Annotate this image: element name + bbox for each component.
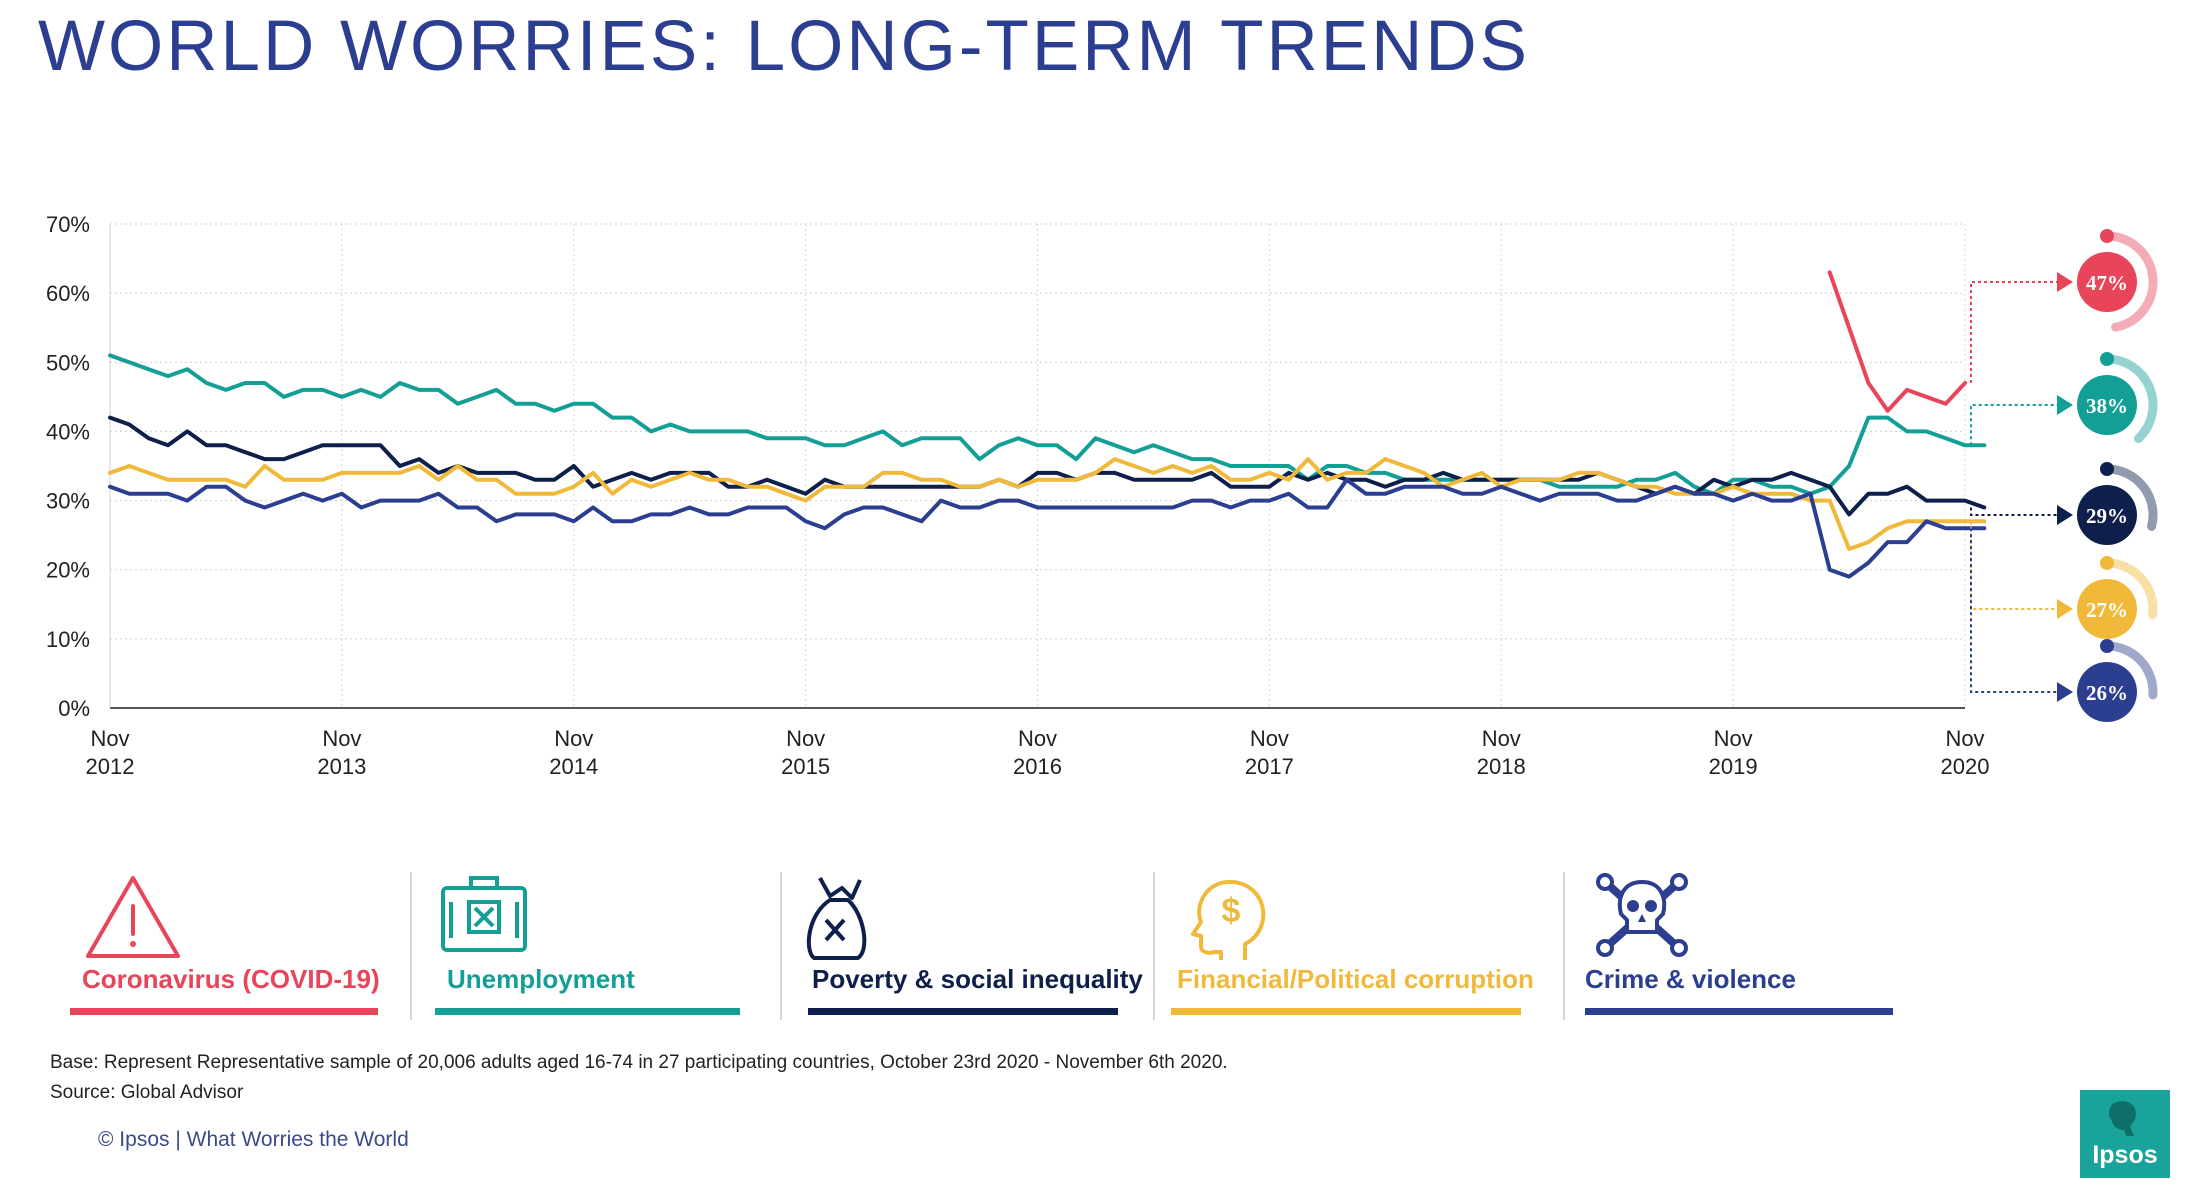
legend-label-crime: Crime & violence <box>1585 964 1796 994</box>
gauge-arc <box>2102 231 2158 332</box>
footnote-base: Base: Represent Representative sample of… <box>50 1052 1228 1073</box>
gauge-arc <box>2102 354 2158 443</box>
value-badge-label: 47% <box>2086 271 2128 295</box>
legend-item-covid: Coronavirus (COVID-19) <box>70 868 400 1028</box>
series-line <box>108 353 1987 496</box>
x-tick-label: 2015 <box>781 754 830 779</box>
legend-divider <box>1153 872 1155 1020</box>
legend-label-covid: Coronavirus (COVID-19) <box>82 964 380 994</box>
gauge-dot <box>2100 639 2114 653</box>
legend-divider <box>1563 872 1565 1020</box>
svg-text:$: $ <box>1222 892 1241 930</box>
legend-bar-crime <box>1585 1008 1893 1015</box>
series-line <box>108 477 1987 579</box>
x-tick-label: 2017 <box>1245 754 1294 779</box>
legend-bar-corruption <box>1171 1008 1521 1015</box>
legend-bar-covid <box>70 1008 378 1015</box>
x-tick-label: Nov <box>1714 726 1753 751</box>
y-tick-label: 70% <box>46 212 90 237</box>
x-tick-label: Nov <box>1018 726 1057 751</box>
connector-arrow <box>2057 682 2073 702</box>
legend-item-crime: Crime & violence <box>1585 868 1915 1028</box>
legend-divider <box>410 872 412 1020</box>
gauge-arc <box>2102 641 2158 700</box>
connector-line <box>1970 404 2059 446</box>
y-tick-label: 10% <box>46 627 90 652</box>
connector-line <box>1970 507 2059 516</box>
gauge-dot <box>2100 229 2114 243</box>
value-badge-label: 29% <box>2086 504 2128 528</box>
x-tick-label: 2016 <box>1013 754 1062 779</box>
connector-arrow <box>2057 395 2073 415</box>
money-bag-icon <box>806 877 867 960</box>
footnote-source: Source: Global Advisor <box>50 1082 244 1103</box>
copyright-text: © Ipsos | What Worries the World <box>98 1128 409 1151</box>
connector-line <box>1970 521 2059 610</box>
legend-divider <box>780 872 782 1020</box>
legend-bar-poverty <box>808 1008 1118 1015</box>
value-badge-label: 27% <box>2086 598 2128 622</box>
value-badge-label: 26% <box>2086 681 2128 705</box>
logo-silhouette-icon <box>2109 1101 2136 1136</box>
x-tick-label: Nov <box>322 726 361 751</box>
series-line <box>1827 270 1967 413</box>
x-tick-label: Nov <box>1250 726 1289 751</box>
legend-label-poverty: Poverty & social inequality <box>812 964 1143 994</box>
value-badge-label: 38% <box>2086 394 2128 418</box>
x-tick-label: 2018 <box>1477 754 1526 779</box>
y-tick-label: 60% <box>46 281 90 306</box>
x-tick-label: 2013 <box>317 754 366 779</box>
legend-label-unemployment: Unemployment <box>447 964 635 994</box>
y-tick-label: 0% <box>58 696 90 721</box>
connector-arrow <box>2057 599 2073 619</box>
x-tick-label: 2012 <box>86 754 135 779</box>
warning-icon <box>86 876 180 958</box>
legend-item-corruption: $ Financial/Political corruption <box>1171 868 1545 1028</box>
x-tick-label: Nov <box>786 726 825 751</box>
value-badge <box>2077 579 2137 639</box>
value-badge <box>2077 252 2137 312</box>
x-tick-label: Nov <box>90 726 129 751</box>
x-tick-label: 2019 <box>1709 754 1758 779</box>
x-tick-label: Nov <box>1945 726 1984 751</box>
value-badge <box>2077 662 2137 722</box>
x-tick-label: 2020 <box>1941 754 1990 779</box>
x-tick-label: Nov <box>554 726 593 751</box>
x-tick-label: Nov <box>1482 726 1521 751</box>
y-tick-label: 30% <box>46 489 90 514</box>
gauge-arc <box>2102 558 2158 620</box>
x-tick-label: 2014 <box>549 754 598 779</box>
legend-label-corruption: Financial/Political corruption <box>1177 964 1534 994</box>
gauge-arc <box>2102 464 2158 531</box>
connector-arrow <box>2057 505 2073 525</box>
gauge-dot <box>2100 352 2114 366</box>
y-tick-label: 40% <box>46 419 90 444</box>
legend-item-unemployment: Unemployment <box>435 868 765 1028</box>
head-dollar-icon: $ <box>1191 879 1266 960</box>
value-badge <box>2077 375 2137 435</box>
gauge-dot <box>2100 462 2114 476</box>
value-badge <box>2077 485 2137 545</box>
line-chart: 0% 10% 20% 30% 40% 50% 60% 70% Nov 2012 Nov 2013 Nov… <box>46 212 2158 779</box>
legend-item-poverty: Poverty & social inequality <box>800 868 1160 1028</box>
connector-arrow <box>2057 272 2073 292</box>
skull-crossbones-icon <box>1596 873 1688 957</box>
briefcase-icon <box>441 876 527 952</box>
series-line <box>108 457 1987 551</box>
y-tick-label: 20% <box>46 558 90 583</box>
legend-bar-unemployment <box>435 1008 740 1015</box>
y-tick-label: 50% <box>46 350 90 375</box>
connector-line <box>1970 528 2059 693</box>
page-title: WORLD WORRIES: LONG-TERM TRENDS <box>38 7 1531 86</box>
gauge-dot <box>2100 556 2114 570</box>
connector-line <box>1970 281 2059 383</box>
logo-text: Ipsos <box>2092 1141 2158 1169</box>
ipsos-logo: Ipsos <box>2080 1090 2170 1178</box>
